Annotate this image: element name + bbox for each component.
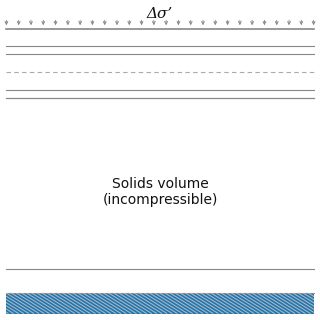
Text: Solids volume
(incompressible): Solids volume (incompressible) xyxy=(102,177,218,207)
Bar xyxy=(6,293,314,314)
Text: Δσ’: Δσ’ xyxy=(147,7,173,21)
